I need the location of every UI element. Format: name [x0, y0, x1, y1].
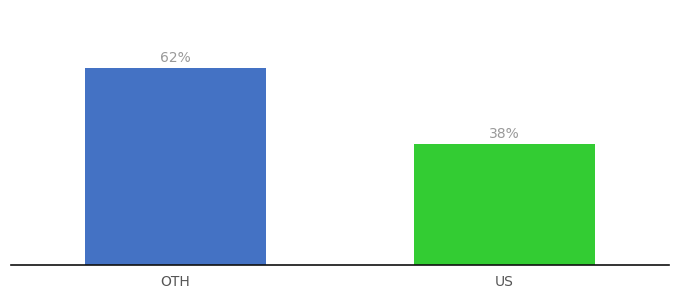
Bar	[414, 145, 595, 265]
Bar	[85, 68, 266, 265]
Text: 62%: 62%	[160, 51, 191, 65]
Text: 38%: 38%	[489, 127, 520, 141]
